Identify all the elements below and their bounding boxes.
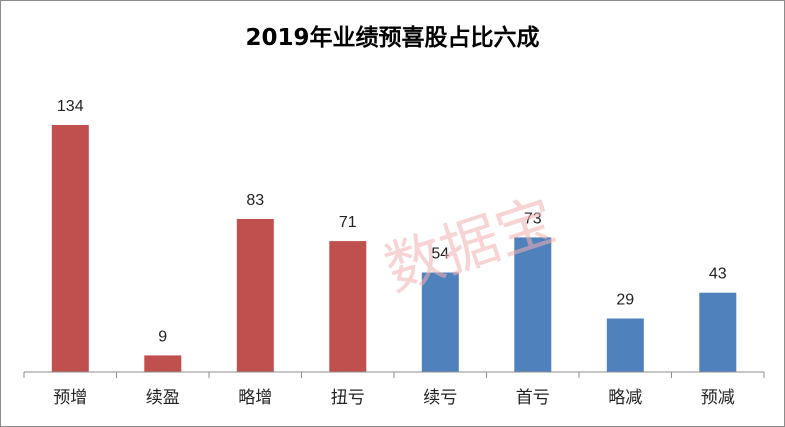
bar-3: [329, 241, 367, 372]
category-label-4: 续亏: [423, 388, 457, 408]
category-label-0: 预增: [53, 388, 87, 408]
data-label-4: 54: [431, 246, 449, 263]
bar-4: [421, 272, 459, 372]
category-label-5: 首亏: [516, 388, 550, 408]
bars-group: [51, 125, 737, 372]
data-label-0: 134: [57, 98, 84, 115]
labels-group: 134 预增 9 续盈 83 略增 71 扭亏 54 续亏 73 首亏 29 略减 43 预减: [53, 98, 735, 408]
data-label-1: 9: [158, 328, 167, 345]
bar-0: [51, 125, 89, 372]
category-label-1: 续盈: [146, 388, 180, 408]
data-label-7: 43: [709, 266, 727, 283]
data-label-5: 73: [524, 210, 542, 227]
chart-title: 2019年业绩预喜股占比六成: [245, 25, 540, 51]
bar-1: [144, 355, 182, 372]
bar-7: [699, 292, 737, 372]
category-label-2: 略增: [238, 388, 272, 408]
data-label-2: 83: [246, 192, 264, 209]
category-label-7: 预减: [701, 388, 735, 408]
bar-2: [236, 219, 274, 372]
category-label-3: 扭亏: [331, 388, 365, 408]
category-label-6: 略减: [608, 388, 642, 408]
data-label-6: 29: [616, 292, 634, 309]
bar-5: [514, 237, 552, 372]
x-axis: [23, 371, 765, 378]
bar-6: [606, 318, 644, 372]
data-label-3: 71: [339, 214, 357, 231]
